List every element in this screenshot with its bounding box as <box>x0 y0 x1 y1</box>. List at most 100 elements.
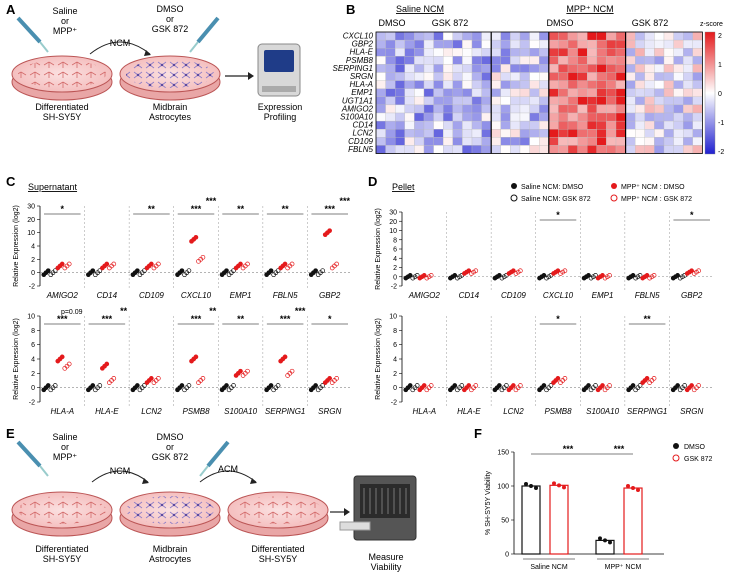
heatmap-cell <box>654 48 665 57</box>
heatmap-cell <box>375 80 386 89</box>
heatmap-cell <box>491 145 501 154</box>
heatmap-cell <box>663 31 674 41</box>
heatmap-cell <box>635 80 645 89</box>
heatmap-cell <box>510 56 521 65</box>
heatmap-cell <box>577 112 588 122</box>
heatmap-cell <box>404 31 415 41</box>
heatmap-cell <box>385 48 396 57</box>
heatmap-cell <box>692 137 703 146</box>
data-point <box>90 383 96 388</box>
heatmap-cell <box>606 56 617 65</box>
y-axis-label: Relative Expression (log2) <box>375 318 382 400</box>
cell2-line1: Midbrain <box>153 102 188 112</box>
y-tick-label: 8 <box>393 328 397 335</box>
gene-label: GBP2 <box>319 291 341 300</box>
heatmap-cell <box>548 120 559 130</box>
heatmap-cell <box>395 48 405 57</box>
heatmap-cell <box>519 56 530 65</box>
data-point <box>682 383 687 388</box>
heatmap-cell <box>692 112 703 122</box>
dish-neurons-icon <box>227 491 329 537</box>
data-point <box>282 354 288 360</box>
heatmap-cell <box>433 48 444 57</box>
gene-label: SERPING1 <box>627 407 667 416</box>
heatmap-cell <box>385 39 396 49</box>
heatmap-cell <box>423 145 434 154</box>
heatmap-cell <box>635 56 645 65</box>
heatmap-cell <box>414 80 425 89</box>
data-point <box>510 268 516 274</box>
heatmap-cell <box>654 64 665 73</box>
data-point <box>555 376 561 381</box>
y-axis-label: Relative Expression (log2) <box>375 208 382 290</box>
heatmap-cell <box>673 129 684 138</box>
colorbar-ticks: 2 1 0 -1 -2 <box>718 33 724 156</box>
heatmap-cell <box>481 145 492 154</box>
heatmap-cell <box>519 120 530 130</box>
heatmap-cell <box>615 80 626 89</box>
heatmap-grid <box>375 31 703 154</box>
heatmap-cell <box>625 80 636 89</box>
heatmap-gene-label: SERPING1 <box>333 64 373 73</box>
heatmap-cell <box>491 88 501 97</box>
e-treat1-line1: Saline <box>52 432 77 442</box>
heatmap-cell <box>683 137 693 146</box>
data-point <box>510 383 516 388</box>
colorbar <box>704 31 716 155</box>
heatmap-cell <box>529 88 540 97</box>
colorbar-tick: 0 <box>718 91 722 98</box>
heatmap-gene-label: CD14 <box>353 121 374 130</box>
data-point <box>224 383 229 388</box>
gene-label: CD109 <box>139 291 164 300</box>
heatmap-cell <box>673 80 684 89</box>
gene-label: SERPING1 <box>265 407 305 416</box>
heatmap-cell <box>519 64 530 73</box>
legend-d-1: Saline NCM: DMSO <box>521 184 584 191</box>
heatmap-cell <box>587 120 597 130</box>
heatmap-cell <box>539 145 549 154</box>
heatmap-cell <box>529 56 540 65</box>
heatmap-cell <box>615 48 626 57</box>
e-treat1-line2: or <box>61 442 69 452</box>
data-point <box>275 268 281 274</box>
data-point <box>148 261 154 267</box>
heatmap-cell <box>692 72 703 81</box>
heatmap-cell <box>683 56 693 65</box>
legend-d-3: MPP⁺ NCM : DMSO <box>621 184 685 191</box>
heatmap-cell <box>577 88 588 97</box>
heatmap-cell <box>577 145 588 154</box>
heatmap-cell <box>423 39 434 49</box>
heatmap-cell <box>673 112 684 122</box>
heatmap-cell <box>443 145 453 154</box>
heatmap-cell <box>423 80 434 89</box>
heatmap-cell <box>481 72 492 81</box>
heatmap-cell <box>462 48 473 57</box>
data-point <box>586 383 591 388</box>
heatmap-cell <box>491 31 501 41</box>
heatmap-cell <box>625 104 636 114</box>
heatmap-cell <box>452 31 463 41</box>
heatmap-cell <box>510 96 521 106</box>
heatmap-cell <box>404 104 415 114</box>
heatmap-cell <box>625 96 636 106</box>
heatmap-cell <box>663 129 674 138</box>
heatmap-cell <box>414 129 425 138</box>
heatmap-cell <box>414 64 425 73</box>
heatmap-cell <box>443 88 453 97</box>
heatmap-cell <box>491 39 501 49</box>
heatmap-group-saline: Saline NCM <box>396 4 444 14</box>
sig-label: *** <box>57 314 68 324</box>
e-treat1-line3: MPP⁺ <box>53 452 78 462</box>
heatmap-cell <box>404 72 415 81</box>
heatmap-cell <box>491 104 501 114</box>
heatmap-cell <box>548 64 559 73</box>
heatmap-cell <box>375 137 386 146</box>
heatmap-cell <box>596 129 607 138</box>
heatmap-cell <box>644 120 655 130</box>
data-point <box>52 268 58 274</box>
y-tick-label: 0 <box>31 270 35 277</box>
treat2-line2: or <box>166 14 174 24</box>
data-point <box>245 368 250 374</box>
heatmap-cell <box>606 64 617 73</box>
